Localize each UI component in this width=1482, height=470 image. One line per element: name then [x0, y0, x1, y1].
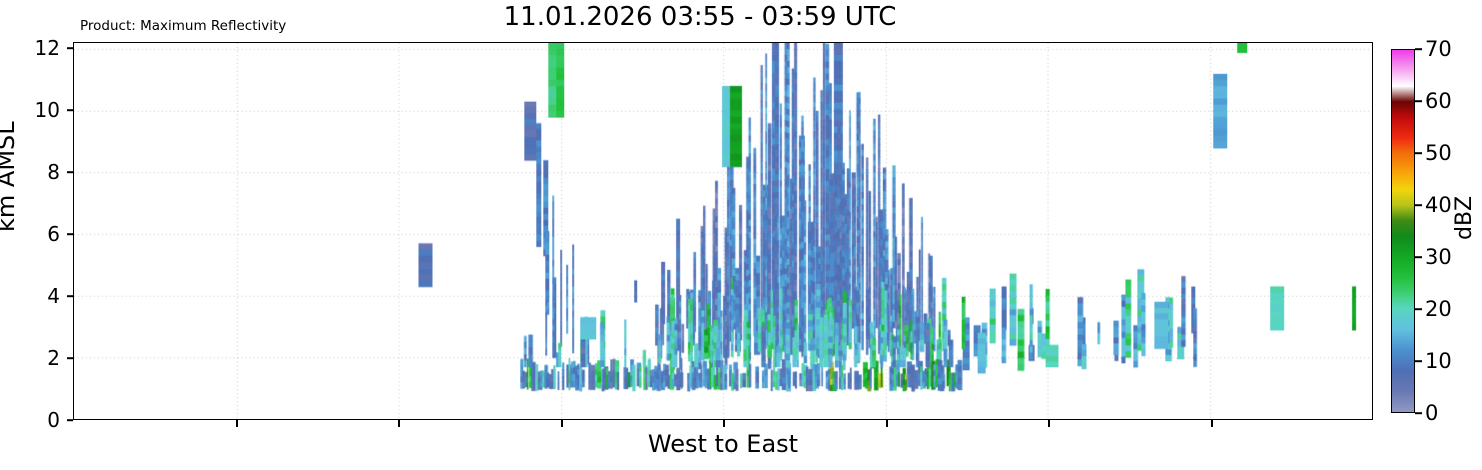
x-tick-mark — [236, 420, 238, 427]
colorbar-tick-label-60: 60 — [1425, 89, 1452, 113]
colorbar-tick-label-30: 30 — [1425, 245, 1452, 269]
colorbar-tick-label-0: 0 — [1425, 401, 1439, 425]
colorbar-tick-mark — [1415, 256, 1422, 258]
colorbar — [1391, 49, 1415, 413]
y-tick-label-2: 2 — [47, 346, 60, 371]
colorbar-tick-label-50: 50 — [1425, 141, 1452, 165]
colorbar-tick-mark — [1415, 100, 1422, 102]
product-label: Product: Maximum Reflectivity — [80, 18, 287, 34]
colorbar-tick-mark — [1415, 204, 1422, 206]
x-tick-mark — [561, 420, 563, 427]
y-tick-mark — [67, 171, 73, 173]
y-tick-label-8: 8 — [47, 160, 60, 185]
x-axis-label: West to East — [647, 430, 799, 458]
y-tick-label-6: 6 — [47, 222, 60, 247]
y-tick-mark — [67, 419, 73, 421]
colorbar-tick-label-10: 10 — [1425, 349, 1452, 373]
colorbar-tick-mark — [1415, 308, 1422, 310]
colorbar-title: dBZ — [1452, 195, 1477, 240]
colorbar-tick-mark — [1415, 152, 1422, 154]
y-tick-label-10: 10 — [34, 98, 60, 123]
y-tick-label-0: 0 — [47, 408, 60, 432]
reflectivity-canvas — [74, 43, 1372, 419]
plot-area — [73, 42, 1373, 420]
y-tick-mark — [67, 233, 73, 235]
y-tick-mark — [67, 109, 73, 111]
y-tick-mark — [67, 47, 73, 49]
x-tick-mark — [886, 420, 888, 427]
y-tick-label-12: 12 — [34, 36, 60, 61]
y-tick-mark — [67, 295, 73, 297]
x-tick-mark — [398, 420, 400, 427]
colorbar-gradient — [1391, 49, 1415, 413]
y-tick-label-4: 4 — [47, 284, 60, 309]
colorbar-tick-mark — [1415, 360, 1422, 362]
x-tick-mark — [1211, 420, 1213, 427]
colorbar-tick-mark — [1415, 412, 1422, 414]
page-title: 11.01.2026 03:55 - 03:59 UTC — [503, 2, 897, 32]
y-axis-label: km AMSL — [0, 121, 20, 232]
colorbar-tick-label-20: 20 — [1425, 297, 1452, 321]
x-tick-mark — [723, 420, 725, 427]
colorbar-tick-label-40: 40 — [1425, 193, 1452, 217]
colorbar-tick-label-70: 70 — [1425, 37, 1452, 61]
x-tick-mark — [1048, 420, 1050, 427]
y-tick-mark — [67, 357, 73, 359]
colorbar-tick-mark — [1415, 48, 1422, 50]
